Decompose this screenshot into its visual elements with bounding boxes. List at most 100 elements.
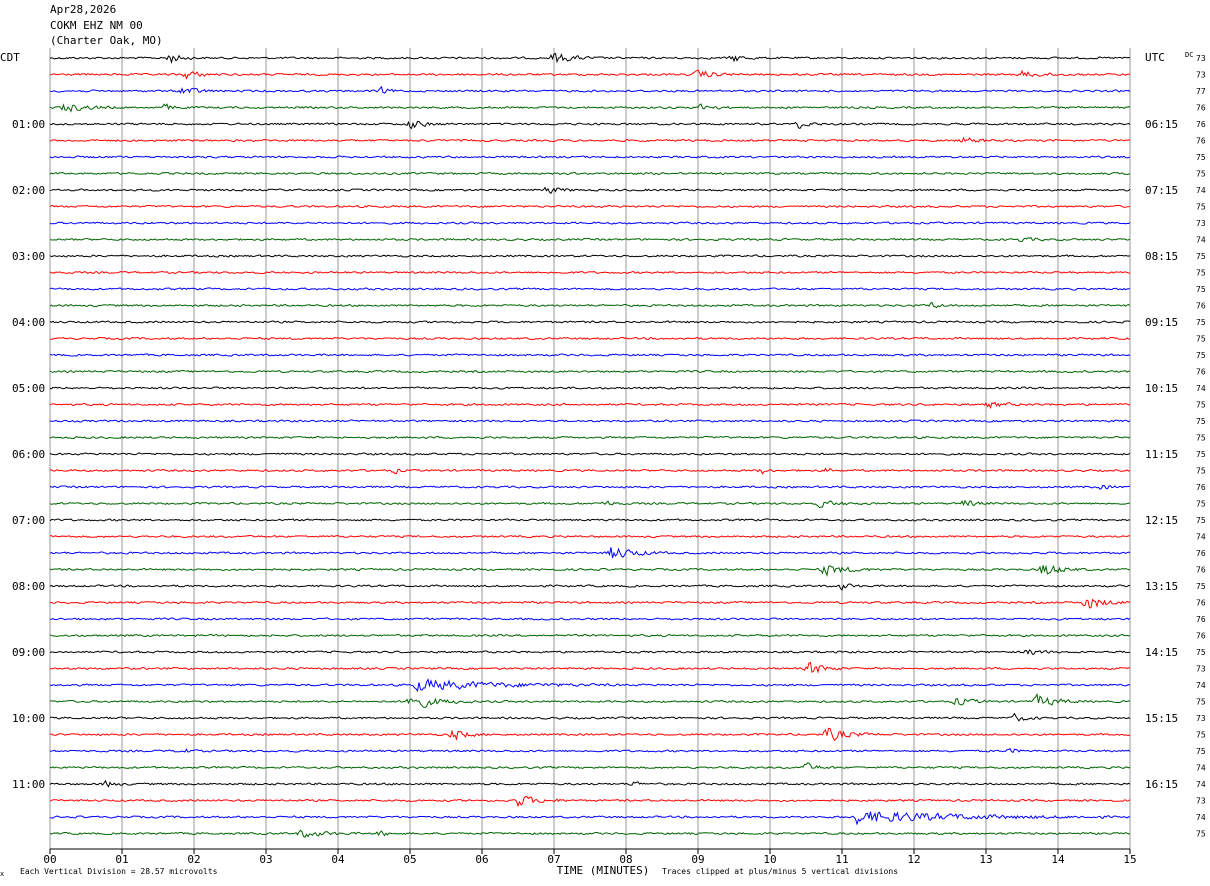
dc-offset-label: 76 [1196,368,1206,377]
left-hour-label: 02:00 [12,184,45,197]
dc-offset-label: 74 [1196,384,1206,393]
x-tick-label: 10 [763,853,776,866]
left-hour-label: 09:00 [12,646,45,659]
seismic-trace [49,419,1131,423]
seismic-trace [49,829,1131,838]
dc-offset-label: 74 [1196,813,1206,822]
dc-offset-label: 75 [1196,285,1206,294]
dc-offset-label: 73 [1196,71,1206,80]
seismic-trace [49,136,1131,143]
x-tick-label: 15 [1123,853,1136,866]
seismic-trace [49,811,1131,826]
seismic-trace [49,518,1131,522]
left-timezone-label: CDT [0,51,20,64]
right-hour-label: 16:15 [1145,778,1178,791]
footer-clip-note: Traces clipped at plus/minus 5 vertical … [662,867,899,876]
seismic-trace [49,103,1131,113]
right-hour-label: 07:15 [1145,184,1178,197]
x-tick-label: 03 [259,853,272,866]
dc-offset-label: 75 [1196,467,1206,476]
dc-offset-label: 73 [1196,797,1206,806]
x-tick-label: 02 [187,853,200,866]
dc-offset-label: 75 [1196,335,1206,344]
seismic-trace [49,564,1131,578]
dc-offset-label: 75 [1196,731,1206,740]
x-tick-label: 06 [475,853,488,866]
dc-offset-label: 75 [1196,516,1206,525]
seismic-trace [49,727,1131,742]
dc-offset-label: 75 [1196,351,1206,360]
right-hour-label: 09:15 [1145,316,1178,329]
dc-offset-label: 75 [1196,153,1206,162]
seismic-trace [49,598,1131,609]
footer-scale-note: Each Vertical Division = 28.57 microvolt… [20,867,218,876]
dc-offset-label: 75 [1196,170,1206,179]
seismic-trace [49,661,1131,674]
dc-offset-label: 74 [1196,764,1206,773]
left-hour-label: 07:00 [12,514,45,527]
dc-offset-label: 74 [1196,533,1206,542]
seismic-trace [49,748,1131,754]
dc-offset-label: 75 [1196,648,1206,657]
x-tick-label: 05 [403,853,416,866]
right-hour-label: 13:15 [1145,580,1178,593]
dc-offset-label: 76 [1196,104,1206,113]
dc-offset-label: 75 [1196,582,1206,591]
seismic-trace [49,237,1131,243]
dc-offset-label: 75 [1196,830,1206,839]
seismic-trace [49,386,1131,390]
x-tick-label: 11 [835,853,848,866]
dc-header-label: DC [1185,51,1193,59]
seismic-trace [49,796,1131,808]
dc-offset-label: 75 [1196,318,1206,327]
dc-offset-label: 73 [1196,714,1206,723]
left-hour-label: 01:00 [12,118,45,131]
seismic-trace [49,484,1131,490]
x-tick-label: 14 [1051,853,1065,866]
dc-offset-label: 73 [1196,219,1206,228]
left-hour-label: 06:00 [12,448,45,461]
dc-offset-label: 74 [1196,236,1206,245]
seismic-trace [49,435,1131,440]
dc-offset-label: 75 [1196,450,1206,459]
dc-offset-label: 76 [1196,137,1206,146]
right-hour-label: 15:15 [1145,712,1178,725]
right-timezone-label: UTC [1145,51,1165,64]
seismic-trace [49,270,1131,275]
seismic-trace [49,678,1131,693]
seismic-trace [49,336,1131,341]
seismic-trace [49,692,1131,708]
seismic-trace [49,85,1131,94]
location-label: (Charter Oak, MO) [50,34,163,47]
x-tick-label: 12 [907,853,920,866]
seismic-trace [49,547,1131,559]
seismic-trace [49,320,1131,324]
dc-offset-label: 74 [1196,780,1206,789]
seismic-trace [49,155,1131,159]
seismic-trace [49,633,1131,638]
x-tick-label: 07 [547,853,560,866]
seismic-trace [49,69,1131,80]
station-label: COKM EHZ NM 00 [50,19,143,32]
seismic-trace [49,452,1131,456]
seismic-trace [49,712,1131,722]
seismic-trace [49,369,1131,374]
seismic-trace [49,204,1131,209]
left-hour-label: 11:00 [12,778,45,791]
right-hour-label: 10:15 [1145,382,1178,395]
seismic-trace [49,649,1131,655]
left-hour-label: 04:00 [12,316,45,329]
left-hour-label: 03:00 [12,250,45,263]
right-hour-label: 08:15 [1145,250,1178,263]
dc-offset-label: 73 [1196,54,1206,63]
seismic-trace [49,779,1131,788]
dc-offset-label: 75 [1196,203,1206,212]
seismic-trace [49,301,1131,309]
dc-offset-label: 76 [1196,120,1206,129]
seismic-trace [49,171,1131,176]
dc-offset-label: 75 [1196,401,1206,410]
seismic-trace [49,762,1131,770]
dc-offset-label: 76 [1196,483,1206,492]
dc-offset-label: 75 [1196,747,1206,756]
